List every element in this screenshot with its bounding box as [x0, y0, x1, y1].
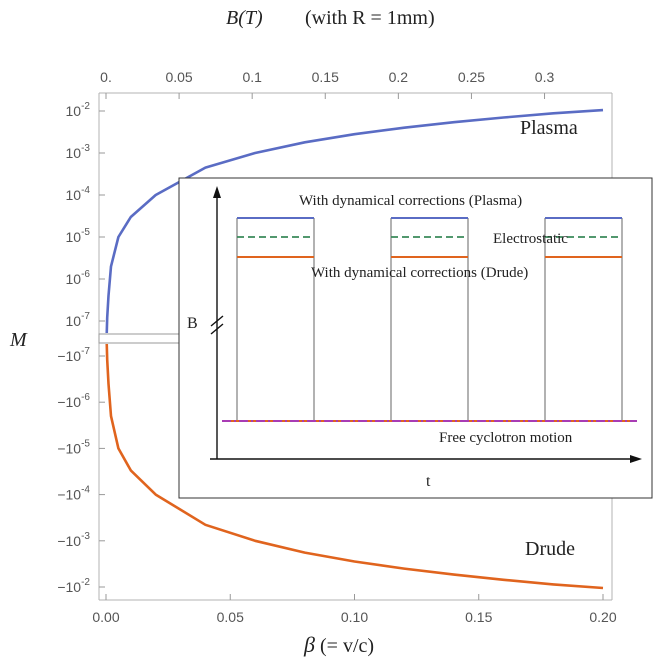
y-tick-label-positive: 10-3 — [66, 143, 91, 161]
y-tick-label-negative: −10-3 — [57, 531, 90, 549]
series-curve-drude — [105, 343, 604, 590]
inset-x-arrow — [630, 455, 642, 463]
x-axis-title-beta: β — [303, 632, 315, 657]
inset: B t With dynamical corrections (Plasma) … — [178, 177, 653, 499]
y-tick-label-positive: 10-7 — [66, 311, 91, 329]
inset-y-label: B — [187, 315, 198, 332]
series-label-plasma: Plasma — [520, 117, 578, 139]
inset-x-label: t — [426, 473, 431, 490]
y-tick-label-negative: −10-2 — [57, 577, 90, 595]
y-tick-label-negative: −10-7 — [57, 346, 90, 364]
y-tick-label-positive: 10-4 — [66, 185, 91, 203]
axis-ticks: 0.00 0.05 0.10 0.15 0.20 0. 0.05 0.1 0.15 0.2 0.25… — [57, 69, 616, 625]
top-tick-label: 0.1 — [242, 69, 262, 85]
y-axis-title: M — [9, 329, 28, 351]
inset-label-drude: With dynamical corrections (Drude) — [311, 265, 528, 281]
inset-frame — [178, 177, 653, 499]
top-axis-title: B(T) — [226, 7, 263, 29]
axis-break-band — [98, 333, 180, 344]
y-tick-label-positive: 10-2 — [66, 101, 91, 119]
top-tick-label: 0.05 — [165, 69, 192, 85]
top-tick-label: 0.3 — [535, 69, 555, 85]
x-tick-label: 0.05 — [217, 609, 244, 625]
inset-axis-break-icon — [210, 315, 224, 335]
inset-label-electrostatic: Electrostatic — [493, 231, 568, 247]
top-tick-label: 0.25 — [458, 69, 485, 85]
x-tick-label: 0.15 — [465, 609, 492, 625]
series-curve-plasma — [105, 108, 604, 334]
x-tick-label: 0.20 — [589, 609, 616, 625]
top-tick-label: 0.15 — [312, 69, 339, 85]
x-tick-label: 0.00 — [92, 609, 119, 625]
x-tick-label: 0.10 — [341, 609, 368, 625]
inset-label-free: Free cyclotron motion — [439, 430, 573, 446]
inset-label-plasma: With dynamical corrections (Plasma) — [299, 193, 522, 209]
series-label-drude: Drude — [525, 538, 575, 560]
inset-y-arrow — [213, 186, 221, 198]
inset-pulses — [222, 217, 637, 422]
top-tick-label: 0.2 — [389, 69, 409, 85]
top-tick-label: 0. — [100, 69, 112, 85]
y-tick-label-positive: 10-6 — [66, 269, 91, 287]
y-tick-label-positive: 10-5 — [66, 227, 91, 245]
x-axis-title-rest: (= v/c) — [320, 635, 374, 657]
series-curves — [105, 108, 604, 590]
y-tick-label-negative: −10-4 — [57, 485, 90, 503]
y-tick-label-negative: −10-6 — [57, 392, 90, 410]
top-axis-note: (with R = 1mm) — [305, 7, 435, 29]
y-tick-label-negative: −10-5 — [57, 438, 90, 456]
